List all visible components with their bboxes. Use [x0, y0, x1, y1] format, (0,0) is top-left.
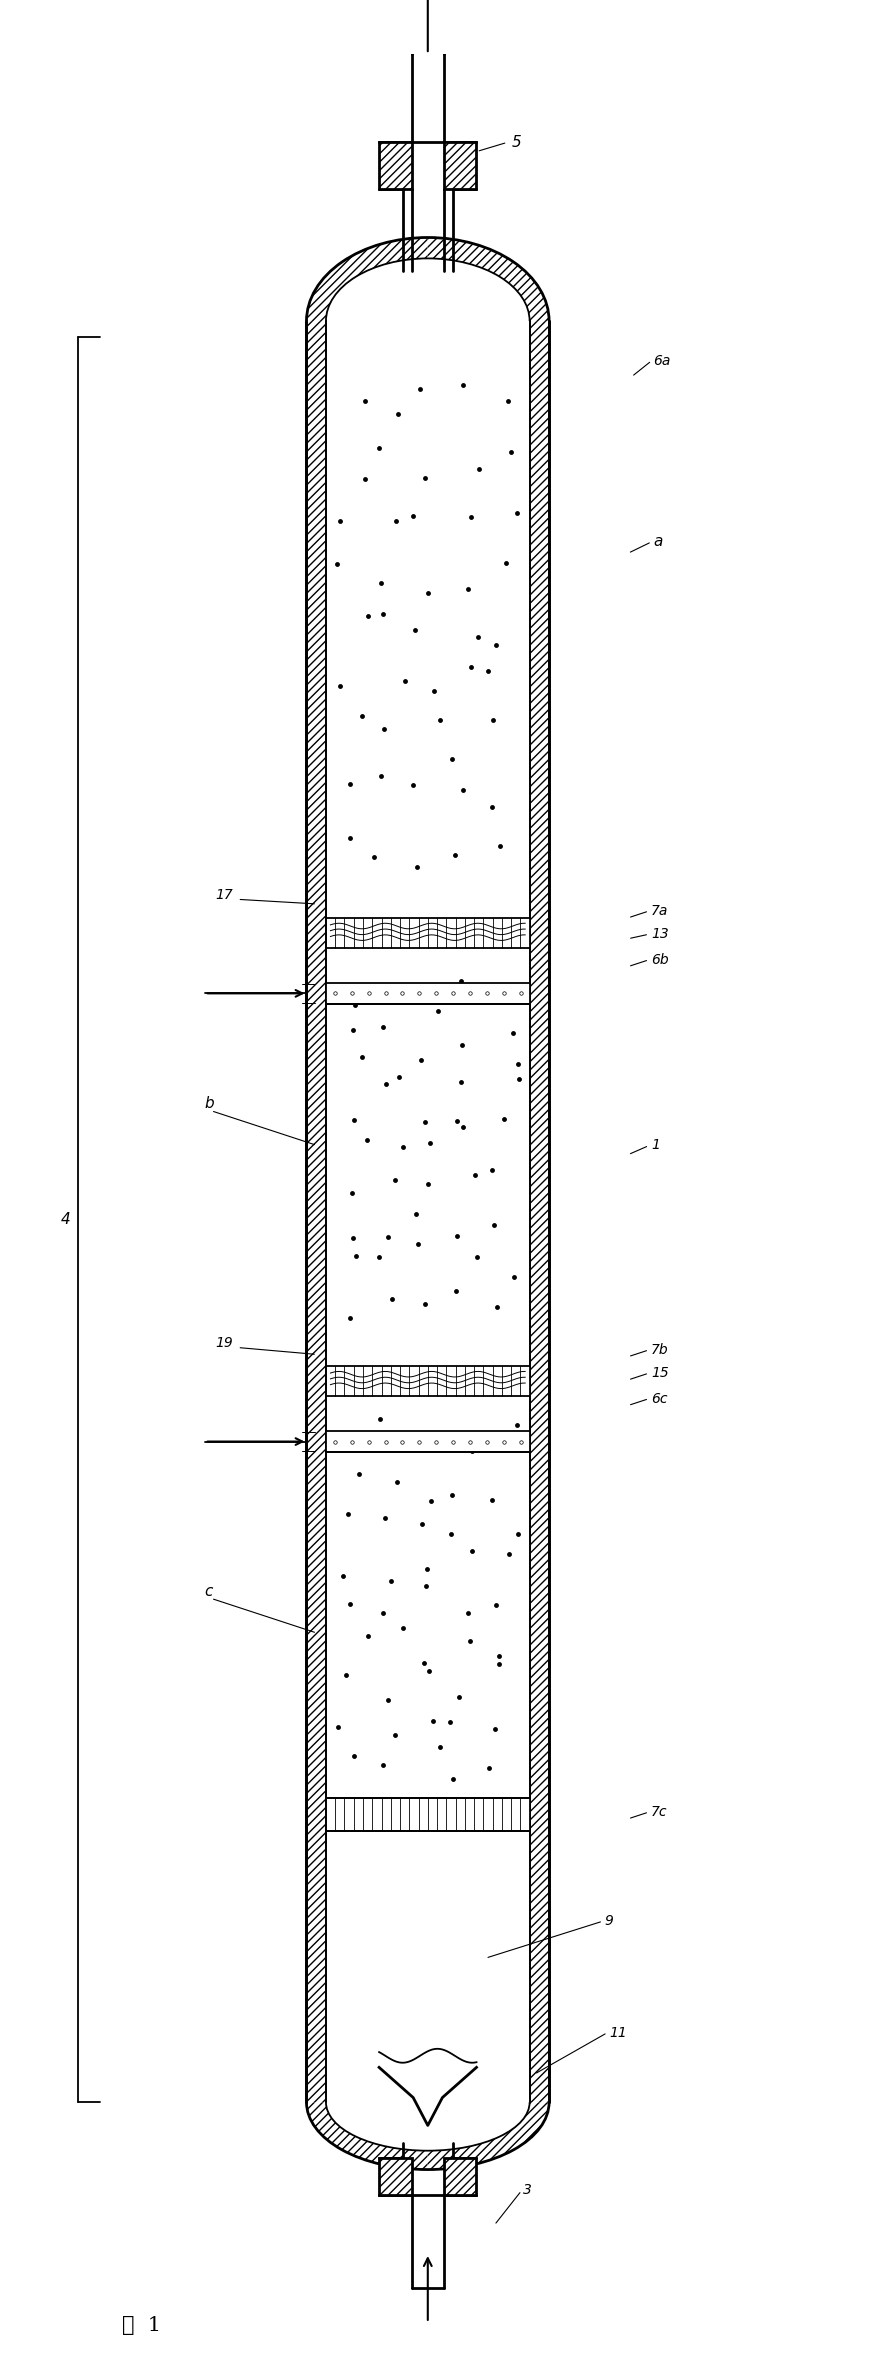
- Bar: [326, 918, 529, 949]
- Bar: [326, 1368, 529, 1392]
- Text: 9: 9: [605, 1915, 614, 1927]
- Bar: [326, 921, 529, 944]
- Text: 17: 17: [216, 887, 233, 902]
- Text: a: a: [654, 535, 663, 550]
- Bar: [326, 1432, 529, 1451]
- Text: 15: 15: [651, 1366, 668, 1380]
- Bar: [529, 321, 549, 2103]
- Text: c: c: [205, 1584, 213, 1599]
- Polygon shape: [428, 2103, 549, 2170]
- Text: b: b: [205, 1097, 214, 1111]
- Bar: [444, 143, 477, 188]
- Bar: [444, 2158, 477, 2196]
- Text: 6b: 6b: [651, 952, 668, 966]
- Text: 5: 5: [512, 136, 521, 150]
- Polygon shape: [307, 238, 428, 321]
- Text: 19: 19: [216, 1337, 233, 1349]
- Text: 1: 1: [651, 1140, 660, 1151]
- Text: 7a: 7a: [651, 904, 668, 918]
- Bar: [326, 1366, 529, 1396]
- Bar: [307, 321, 326, 2103]
- Bar: [326, 983, 529, 1004]
- Bar: [379, 143, 412, 188]
- Bar: [326, 1799, 529, 1829]
- Text: 6a: 6a: [654, 354, 671, 369]
- Text: 7b: 7b: [651, 1342, 668, 1356]
- Text: 3: 3: [523, 2184, 532, 2198]
- Text: 7c: 7c: [651, 1806, 667, 1820]
- Bar: [379, 2158, 412, 2196]
- Text: 11: 11: [609, 2025, 627, 2039]
- Text: 图  1: 图 1: [122, 2315, 161, 2334]
- Text: 6c: 6c: [651, 1392, 667, 1406]
- Text: 13: 13: [651, 928, 668, 942]
- Polygon shape: [428, 238, 549, 321]
- Polygon shape: [307, 2103, 428, 2170]
- Text: 4: 4: [61, 1213, 70, 1228]
